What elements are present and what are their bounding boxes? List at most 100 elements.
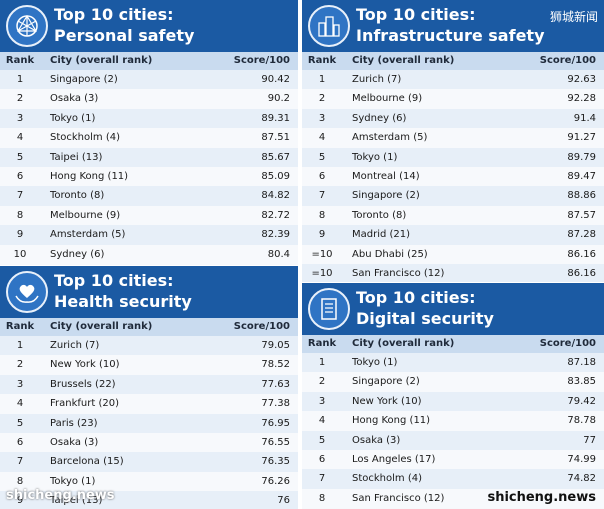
city-cell: Los Angeles (17) [352,453,436,465]
city-cell: Sydney (6) [352,112,407,124]
panel-digital-security: Top 10 cities: Digital security Rank Cit… [302,283,604,509]
rank-header: Rank [5,55,35,66]
score-cell: 76.35 [261,456,290,468]
score-cell: 87.51 [261,132,290,144]
score-cell: 77.63 [261,378,290,390]
rank-cell: 3 [16,378,24,390]
panel-header: Top 10 cities: Personal safety [0,0,298,52]
table-row: 5 Tokyo (1) 89.79 [302,147,604,167]
rank-cell: =10 [311,267,333,279]
table-row: 5 Osaka (3) 77 [302,430,604,450]
panel-header: Top 10 cities: Health security [0,266,298,318]
city-header: City (overall rank) [352,338,455,349]
city-cell: New York (10) [352,395,422,407]
score-cell: 85.67 [261,151,290,163]
city-cell: Toronto (8) [352,209,407,221]
rank-cell: 6 [16,436,24,448]
table-body: 1 Zurich (7) 92.63 2 Melbourne (9) 92.28 3 Sydn… [302,70,604,282]
rank-cell: 2 [318,93,326,105]
rank-cell: 5 [318,151,326,163]
document-icon [308,288,350,330]
table-row: 9 Taipei (13) 76 [0,491,298,509]
city-header: City (overall rank) [352,55,455,66]
table-row: 8 San Francisco (12) [302,488,604,509]
table-body: 1 Zurich (7) 79.05 2 New York (10) 78.52 3 Brus… [0,336,298,509]
score-header: Score/100 [233,55,290,66]
score-cell: 92.63 [567,74,596,85]
table-row: 2 New York (10) 78.52 [0,355,298,375]
score-cell: 76 [277,495,290,507]
city-header: City (overall rank) [50,55,153,66]
network-icon [6,5,48,47]
city-cell: Tokyo (1) [50,475,96,487]
rank-cell: 3 [318,112,326,124]
table-row: 1 Tokyo (1) 87.18 [302,353,604,373]
rank-cell: 9 [318,229,326,241]
table-row: 9 Madrid (21) 87.28 [302,225,604,245]
score-cell: 83.85 [567,376,596,388]
score-cell: 87.18 [567,357,596,368]
table-row: 8 Toronto (8) 87.57 [302,205,604,226]
rank-cell: 7 [16,190,24,202]
rank-cell: 8 [16,209,24,221]
city-cell: Barcelona (15) [50,456,124,468]
score-cell: 86.16 [567,267,596,279]
panel-header: Top 10 cities: Digital security [302,283,604,335]
table-row: 2 Singapore (2) 83.85 [302,372,604,392]
rank-cell: 9 [16,229,24,241]
table-row: =10 San Francisco (12) 86.16 [302,263,604,282]
rank-cell: 7 [318,190,326,202]
rank-cell: 5 [16,417,24,429]
column-header-row: Rank City (overall rank) Score/100 [0,318,298,336]
score-cell: 80.4 [267,248,290,260]
rank-cell: 1 [318,357,326,368]
panel-infrastructure-safety: Top 10 cities: Infrastructure safety 狮城新… [302,0,604,282]
score-cell: 90.2 [267,93,290,105]
score-cell: 74.99 [567,453,596,465]
city-cell: Taipei (13) [50,151,103,163]
rank-cell: 4 [318,415,326,427]
table-row: 7 Stockholm (4) 74.82 [302,469,604,489]
watermark-right: shicheng.news [487,490,596,505]
score-cell: 85.09 [261,170,290,182]
rank-header: Rank [5,321,35,332]
table-row: 8 Melbourne (9) 82.72 [0,205,298,226]
table-row: 6 Osaka (3) 76.55 [0,432,298,453]
heart-hands-icon [6,271,48,313]
watermark-left: shicheng.news [6,488,115,503]
city-cell: Brussels (22) [50,378,116,390]
rank-cell: 8 [16,475,24,487]
score-cell: 84.82 [261,190,290,202]
rank-cell: 4 [16,398,24,410]
panel-title-line1: Top 10 cities: [54,271,174,290]
rank-cell: 9 [16,495,24,507]
panel-title-line2: Health security [54,292,192,311]
rank-cell: 6 [318,170,326,182]
city-cell: Abu Dhabi (25) [352,248,428,260]
table-row: 6 Montreal (14) 89.47 [302,166,604,187]
table-row: 5 Paris (23) 76.95 [0,413,298,433]
city-cell: Tokyo (1) [352,151,398,163]
table-row: 8 Tokyo (1) 76.26 [0,471,298,492]
rank-cell: 5 [16,151,24,163]
column-header-row: Rank City (overall rank) Score/100 [302,52,604,70]
table-row: 3 New York (10) 79.42 [302,391,604,412]
city-cell: Montreal (14) [352,170,420,182]
city-cell: Melbourne (9) [352,93,423,105]
score-cell: 82.39 [261,229,290,241]
panel-title-line2: Personal safety [54,26,195,45]
rank-cell: 8 [318,492,326,504]
score-cell: 78.78 [567,415,596,427]
score-cell: 88.86 [567,190,596,202]
score-cell: 87.57 [567,209,596,221]
score-header: Score/100 [539,55,596,66]
table-row: 2 Melbourne (9) 92.28 [302,89,604,109]
score-cell: 79.05 [261,340,290,351]
score-cell: 79.42 [567,395,596,407]
rank-cell: 6 [16,170,24,182]
table-row: 4 Hong Kong (11) 78.78 [302,411,604,431]
score-cell: 76.26 [261,475,290,487]
rank-cell: 3 [318,395,326,407]
panel-personal-safety: Top 10 cities: Personal safety Rank City… [0,0,298,265]
city-header: City (overall rank) [50,321,153,332]
